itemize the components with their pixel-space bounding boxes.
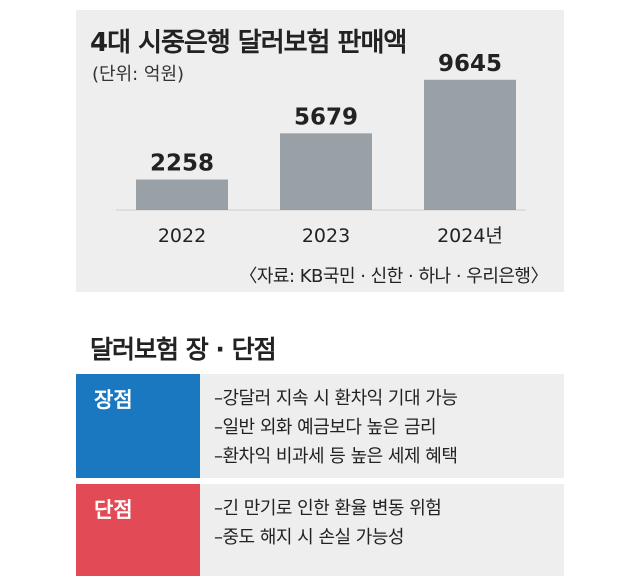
data-label-2023: 5679 (294, 104, 358, 130)
bar-2024년 (424, 79, 516, 210)
pros-item: –환차익 비과세 등 높은 세제 혜택 (214, 446, 458, 467)
pros-cons-panel: 달러보험 장 · 단점 장점 –강달러 지속 시 환차익 기대 가능 –일반 외… (76, 292, 564, 578)
pros-list: –강달러 지속 시 환차익 기대 가능 –일반 외화 예금보다 높은 금리 –환… (214, 384, 458, 471)
data-label-2024년: 9645 (438, 51, 502, 77)
chart-unit: (단위: 억원) (92, 64, 185, 85)
pros-row: 장점 –강달러 지속 시 환차익 기대 가능 –일반 외화 예금보다 높은 금리… (76, 374, 564, 478)
cons-label: 단점 (94, 498, 133, 522)
infographic-card: 4대 시중은행 달러보험 판매액 (단위: 억원) 2258 2022 5679 20… (76, 10, 564, 578)
pros-label: 장점 (94, 388, 133, 412)
data-label-2022: 2258 (150, 151, 214, 177)
pros-item: –강달러 지속 시 환차익 기대 가능 (214, 388, 458, 409)
chart-title: 4대 시중은행 달러보험 판매액 (90, 28, 407, 58)
pros-label-box: 장점 (76, 374, 200, 478)
x-tick-label-2024년: 2024년 (437, 225, 503, 247)
cons-label-box: 단점 (76, 484, 200, 576)
chart-source: 〈자료: KB국민 · 신한 · 하나 · 우리은행〉 (239, 266, 548, 287)
pros-cons-title: 달러보험 장 · 단점 (90, 335, 277, 364)
pros-item: –일반 외화 예금보다 높은 금리 (214, 417, 437, 438)
x-tick-label-2023: 2023 (302, 225, 350, 247)
bar-2023 (280, 133, 372, 210)
x-tick-label-2022: 2022 (158, 225, 206, 247)
chart-panel: 4대 시중은행 달러보험 판매액 (단위: 억원) 2258 2022 5679 20… (76, 10, 564, 292)
bar-chart: 2258 2022 5679 2023 9645 2024년 (116, 51, 526, 247)
cons-item: –긴 만기로 인한 환율 변동 위험 (214, 498, 442, 519)
cons-item: –중도 해지 시 손실 가능성 (214, 527, 405, 548)
cons-list: –긴 만기로 인한 환율 변동 위험 –중도 해지 시 손실 가능성 (214, 494, 442, 552)
bar-2022 (136, 179, 228, 210)
cons-row: 단점 –긴 만기로 인한 환율 변동 위험 –중도 해지 시 손실 가능성 (76, 484, 564, 576)
